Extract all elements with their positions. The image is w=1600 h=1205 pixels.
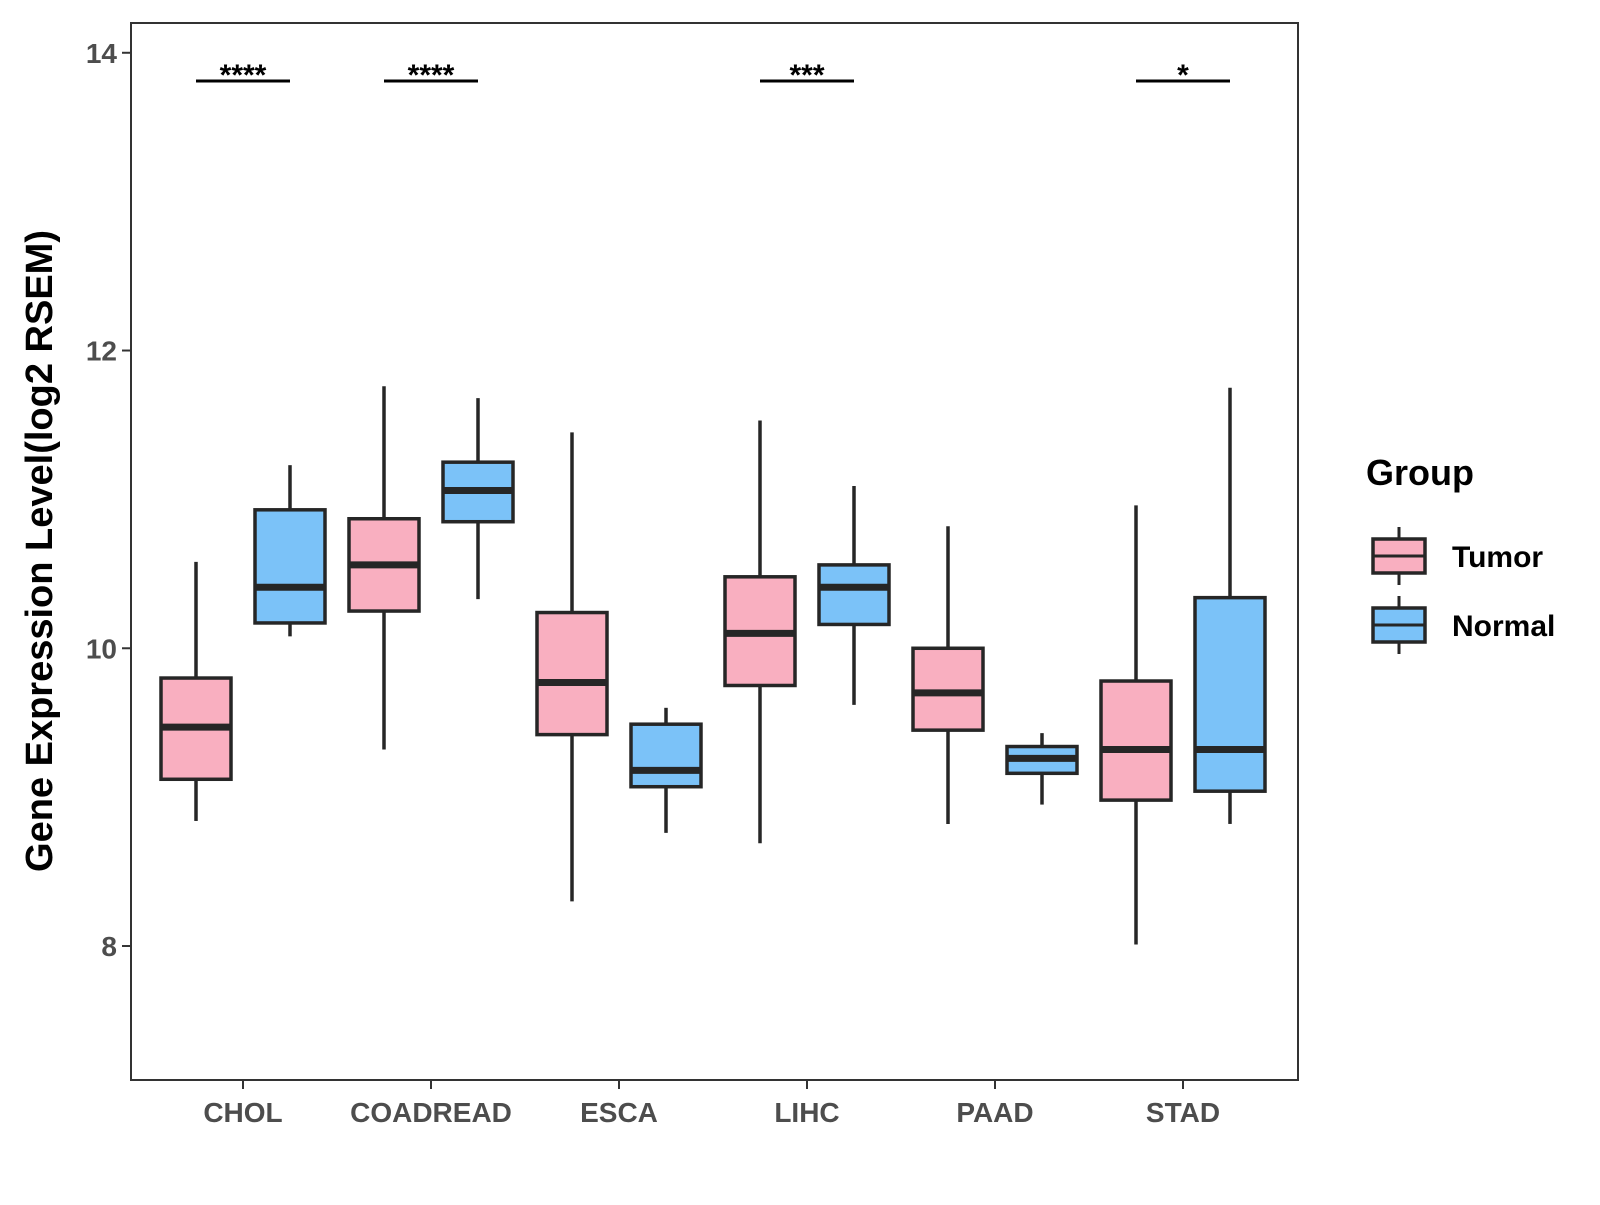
box-tumor-coadread xyxy=(347,386,421,750)
box-normal-chol xyxy=(253,465,327,637)
legend-item-normal: Normal xyxy=(1371,596,1555,654)
box-normal-stad xyxy=(1193,387,1267,824)
significance-label: **** xyxy=(408,59,455,92)
axes: 8 10 12 14 CHOL COADREAD ESCA LIHC PAAD STAD xyxy=(86,38,1220,1128)
box-tumor-chol xyxy=(159,561,233,821)
y-axis-title: Gene Expression Level(log2 RSEM) xyxy=(19,230,61,872)
y-tick-label: 12 xyxy=(86,336,117,367)
legend-label-normal: Normal xyxy=(1452,610,1555,643)
significance-label: * xyxy=(1177,59,1189,92)
box-iqr xyxy=(253,508,327,625)
x-tick-label: LIHC xyxy=(774,1097,839,1128)
significance-label: *** xyxy=(789,59,824,92)
legend-item-tumor: Tumor xyxy=(1371,527,1543,585)
box-iqr xyxy=(1099,679,1173,802)
plot-frame xyxy=(130,22,1299,1081)
box-tumor-esca xyxy=(535,432,609,902)
significance-label: **** xyxy=(220,59,267,92)
box-normal-lihc xyxy=(817,485,891,705)
legend-label-tumor: Tumor xyxy=(1452,541,1543,574)
y-tick-label: 8 xyxy=(101,931,117,962)
x-tick-label: COADREAD xyxy=(350,1097,512,1128)
x-tick-label: CHOL xyxy=(203,1097,282,1128)
x-tick-label: ESCA xyxy=(580,1097,658,1128)
box-iqr xyxy=(535,610,609,737)
box-tumor-lihc xyxy=(723,420,797,844)
legend: Group Tumor Normal xyxy=(1366,452,1555,654)
plot-area: **** **** *** * xyxy=(159,59,1267,945)
legend-title: Group xyxy=(1366,452,1474,493)
box-normal-coadread xyxy=(441,398,515,600)
box-iqr xyxy=(817,563,891,627)
y-tick-label: 10 xyxy=(86,633,117,664)
box-normal-esca xyxy=(629,707,703,833)
box-iqr xyxy=(911,646,985,732)
x-tick-label: STAD xyxy=(1146,1097,1220,1128)
box-iqr xyxy=(1193,595,1267,793)
x-tick-label: PAAD xyxy=(956,1097,1033,1128)
y-tick-label: 14 xyxy=(86,38,118,69)
box-tumor-stad xyxy=(1099,505,1173,945)
box-normal-paad xyxy=(1005,733,1079,805)
box-tumor-paad xyxy=(911,526,985,824)
box-iqr xyxy=(629,722,703,789)
